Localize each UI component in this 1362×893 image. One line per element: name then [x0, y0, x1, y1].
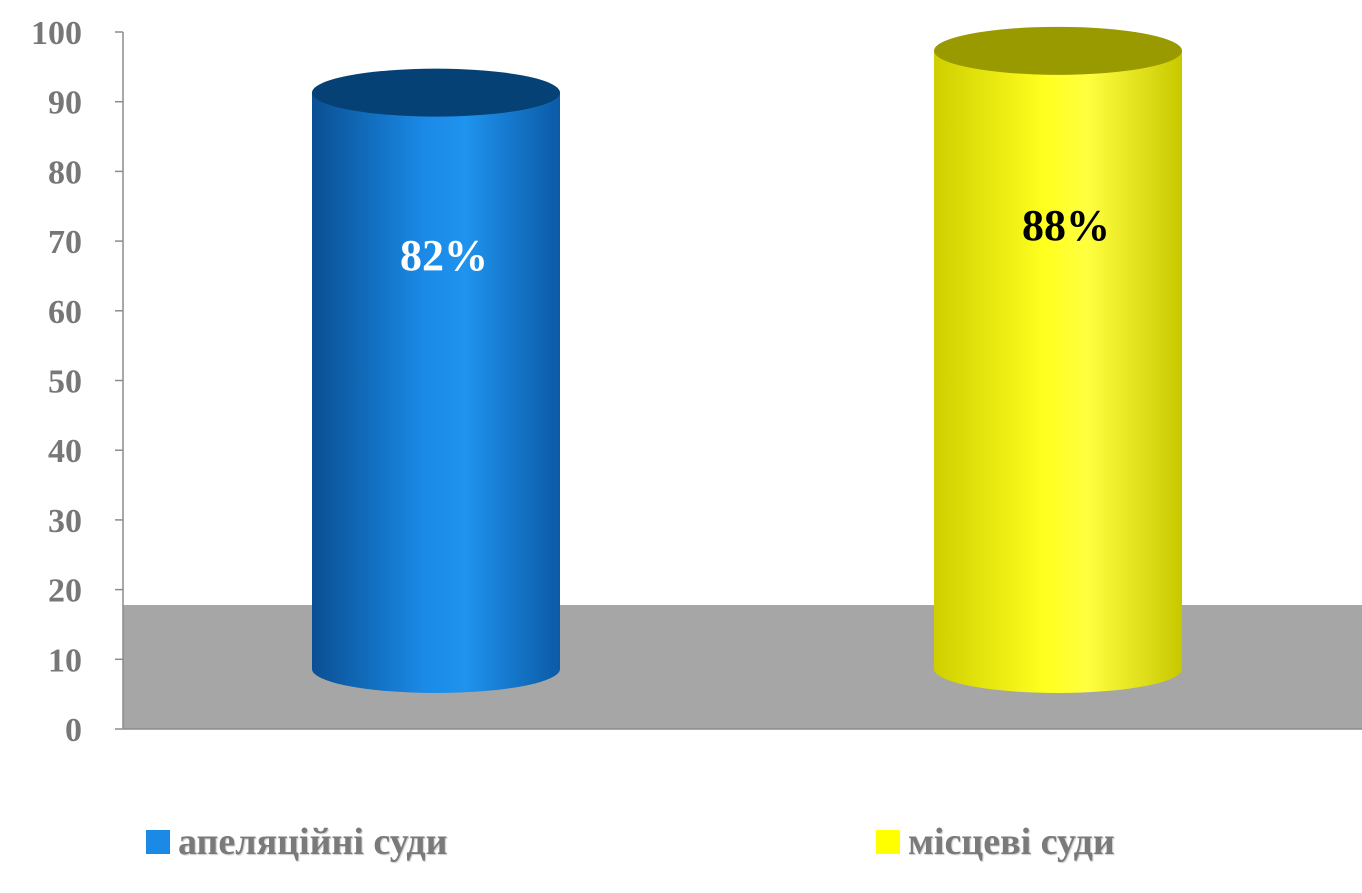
bar-top: [934, 26, 1182, 75]
chart: 0 10 20 30 40 50 60 70 80 90 100 82% 88%: [31, 15, 1362, 749]
y-tick-label: 90: [48, 85, 82, 122]
y-tick-label: 20: [48, 573, 82, 610]
y-tick-label: 50: [48, 364, 82, 401]
legend-swatch-appeal-courts: [146, 830, 170, 854]
bar-body: [934, 50, 1182, 694]
bars: 82% 88%: [312, 26, 1182, 694]
data-label: 82%: [400, 231, 488, 280]
legend-label-appeal-courts: апеляційні суди: [178, 821, 448, 863]
bar-body: [312, 92, 560, 694]
y-axis: 0 10 20 30 40 50 60 70 80 90 100: [31, 15, 1362, 749]
y-tick-label: 10: [48, 642, 82, 679]
legend-label-local-courts: місцеві суди: [908, 821, 1115, 863]
legend-item-local-courts: місцеві суди: [876, 820, 1115, 864]
legend-item-appeal-courts: апеляційні суди: [146, 820, 448, 864]
bar-local-courts: 88%: [934, 26, 1182, 694]
bar-top: [312, 68, 560, 117]
data-label: 88%: [1022, 201, 1110, 250]
bar-appeal-courts: 82%: [312, 68, 560, 694]
legend-swatch-local-courts: [876, 830, 900, 854]
y-tick-label: 80: [48, 154, 82, 191]
y-tick-label: 100: [31, 15, 82, 52]
y-tick-label: 30: [48, 503, 82, 540]
y-tick-label: 60: [48, 294, 82, 331]
y-tick-label: 40: [48, 433, 82, 470]
y-tick-label: 0: [65, 712, 82, 749]
y-tick-label: 70: [48, 224, 82, 261]
